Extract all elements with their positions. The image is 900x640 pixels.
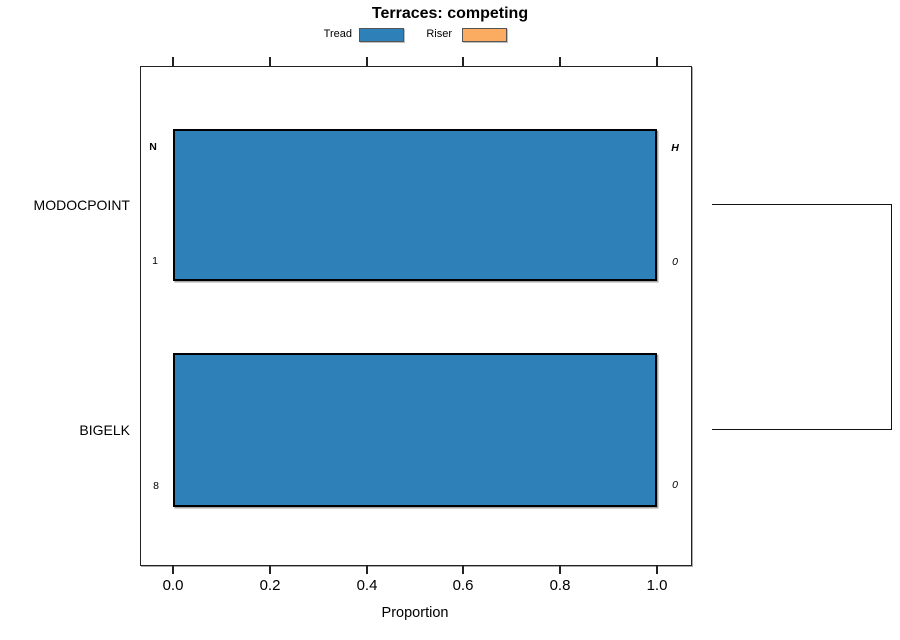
top-axis-tick — [462, 57, 464, 66]
chart-title: Terraces: competing — [371, 5, 529, 22]
x-axis-title: Proportion — [381, 605, 449, 621]
x-tick-label: 0.4 — [356, 577, 378, 594]
annotation-n-modocpoint: 1 — [152, 255, 158, 267]
top-axis-tick — [366, 57, 368, 66]
annotation-h-bigelk: 0 — [672, 479, 678, 491]
row-connector-bracket — [712, 204, 892, 430]
x-axis-tick — [656, 566, 658, 574]
x-axis-tick — [462, 566, 464, 574]
y-category-label-bigelk: BIGELK — [79, 422, 130, 438]
top-axis-tick — [269, 57, 271, 66]
annotation-right-header: H — [671, 142, 679, 154]
x-axis-tick — [172, 566, 174, 574]
legend-swatch-riser — [462, 28, 507, 42]
x-tick-label: 0.2 — [259, 577, 281, 594]
legend-swatch-tread — [359, 28, 404, 42]
bar-modocpoint-tread — [173, 129, 657, 281]
annotation-h-modocpoint: 0 — [672, 256, 678, 268]
x-axis-tick — [366, 566, 368, 574]
top-axis-tick — [559, 57, 561, 66]
x-axis-tick — [269, 566, 271, 574]
annotation-left-header: N — [149, 141, 157, 153]
legend-label-tread: Tread — [323, 28, 352, 40]
annotation-n-bigelk: 8 — [153, 480, 159, 492]
x-axis-tick — [559, 566, 561, 574]
top-axis-tick — [172, 57, 174, 66]
legend-label-riser: Riser — [426, 28, 452, 40]
x-tick-label: 1.0 — [646, 577, 668, 594]
x-tick-label: 0.6 — [452, 577, 474, 594]
top-axis-tick — [656, 57, 658, 66]
y-category-label-modocpoint: MODOCPOINT — [33, 197, 130, 213]
bar-bigelk-tread — [173, 353, 657, 507]
x-tick-label: 0.8 — [549, 577, 571, 594]
x-tick-label: 0.0 — [162, 577, 184, 594]
